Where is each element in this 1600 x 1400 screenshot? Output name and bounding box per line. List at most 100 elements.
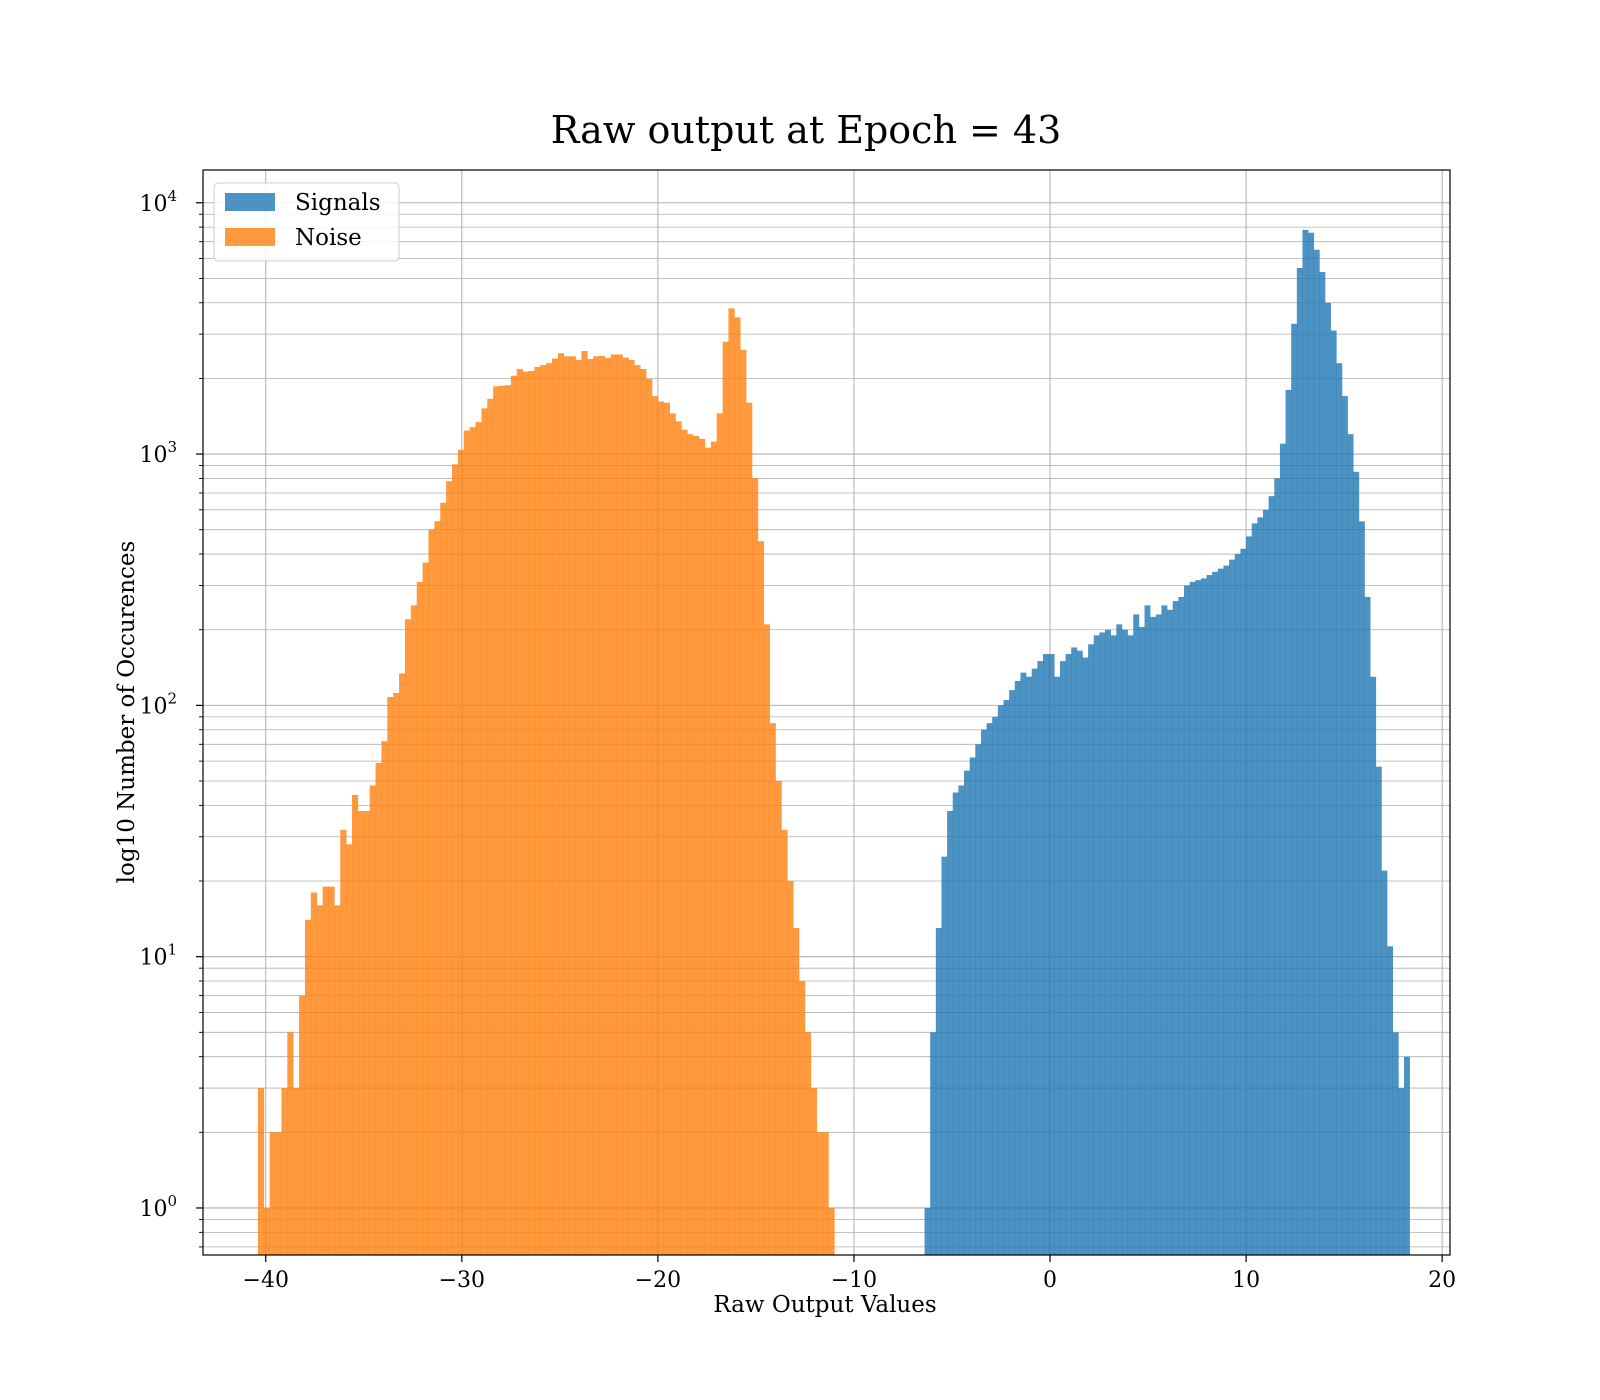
bar-noise — [540, 365, 547, 1255]
bar-signals — [947, 810, 954, 1255]
x-tick-label: −40 — [243, 1268, 289, 1293]
bar-signals — [930, 1032, 937, 1255]
bar-signals — [1020, 672, 1027, 1255]
bar-signals — [1133, 614, 1140, 1255]
bar-signals — [1172, 601, 1179, 1255]
bar-noise — [810, 1088, 817, 1255]
bar-noise — [510, 375, 518, 1256]
bar-signals — [1279, 443, 1286, 1255]
x-tick-label: −10 — [831, 1268, 877, 1293]
bar-signals — [980, 729, 987, 1255]
bar-noise — [828, 1207, 835, 1255]
bar-signals — [1048, 654, 1055, 1255]
bar-signals — [1364, 596, 1371, 1255]
bar-noise — [316, 905, 323, 1255]
bar-noise — [610, 354, 618, 1255]
bar-noise — [504, 385, 512, 1255]
bar-noise — [404, 619, 412, 1255]
bar-signals — [1155, 614, 1162, 1255]
bar-signals — [1370, 676, 1377, 1255]
bar-noise — [604, 358, 612, 1255]
y-tick-label: 100 — [139, 1192, 177, 1222]
legend-swatch-signals — [225, 193, 275, 211]
bar-signals — [1274, 478, 1281, 1255]
x-tick-label: 0 — [1043, 1268, 1057, 1293]
x-tick-label: −30 — [439, 1268, 485, 1293]
bar-signals — [1093, 635, 1100, 1255]
bar-noise — [734, 317, 741, 1255]
bar-noise — [357, 810, 365, 1255]
bar-noise — [746, 402, 753, 1256]
bar-signals — [1313, 249, 1320, 1255]
bar-noise — [440, 502, 447, 1255]
bar-noise — [299, 995, 306, 1255]
bar-noise — [375, 762, 382, 1255]
bar-signals — [1246, 536, 1253, 1255]
bar-signals — [1071, 647, 1078, 1255]
bar-signals — [1031, 668, 1038, 1255]
bar-noise — [369, 785, 376, 1255]
bar-noise — [446, 481, 453, 1256]
bar-signals — [1296, 268, 1303, 1255]
bar-signals — [1178, 596, 1185, 1255]
bar-noise — [528, 371, 535, 1255]
bars — [257, 229, 1410, 1256]
bar-noise — [410, 605, 418, 1255]
x-tick-label: −20 — [635, 1268, 681, 1293]
bar-noise — [628, 359, 635, 1255]
bar-noise — [634, 365, 641, 1255]
bar-signals — [1116, 624, 1123, 1255]
legend-label-signals: Signals — [295, 190, 381, 216]
bar-noise — [822, 1132, 829, 1255]
bar-noise — [740, 349, 747, 1256]
bar-signals — [1257, 517, 1264, 1255]
bar-noise — [340, 829, 347, 1255]
bar-noise — [575, 359, 582, 1255]
bar-noise — [352, 794, 359, 1255]
bar-signals — [935, 928, 942, 1255]
bar-noise — [281, 1088, 288, 1255]
bar-signals — [1212, 571, 1219, 1255]
bar-signals — [1285, 389, 1292, 1255]
bar-signals — [1189, 581, 1196, 1255]
y-tick-exponent: 4 — [167, 187, 177, 205]
bar-noise — [304, 919, 312, 1255]
bar-noise — [269, 1132, 276, 1255]
series-signals — [924, 229, 1410, 1256]
y-tick-label: 101 — [139, 941, 177, 971]
bar-noise — [757, 541, 765, 1255]
bar-signals — [1026, 676, 1033, 1255]
bar-signals — [992, 716, 999, 1255]
bar-signals — [1184, 585, 1190, 1255]
bar-signals — [1206, 575, 1213, 1255]
bar-signals — [1302, 229, 1309, 1255]
bar-signals — [1353, 471, 1360, 1256]
bar-noise — [775, 781, 782, 1255]
bar-signals — [1387, 946, 1394, 1255]
bar-noise — [799, 981, 806, 1255]
bar-signals — [1330, 330, 1337, 1255]
bar-noise — [393, 692, 400, 1255]
bar-noise — [669, 413, 676, 1256]
bar-signals — [1082, 657, 1089, 1255]
bar-signals — [1110, 635, 1117, 1255]
bar-signals — [1291, 323, 1298, 1255]
bar-signals — [1308, 232, 1315, 1255]
bar-signals — [1262, 509, 1269, 1255]
bar-noise — [763, 624, 770, 1255]
bar-signals — [1144, 605, 1151, 1255]
bar-noise — [622, 357, 629, 1255]
bar-noise — [546, 363, 553, 1256]
bar-signals — [941, 856, 948, 1255]
bar-signals — [1009, 690, 1016, 1255]
y-tick-label: 103 — [139, 438, 177, 468]
bar-signals — [1059, 661, 1066, 1255]
bar-noise — [522, 371, 529, 1255]
bar-signals — [952, 792, 959, 1255]
y-tick-exponent: 0 — [167, 1192, 177, 1210]
bar-noise — [640, 369, 647, 1256]
bar-noise — [346, 844, 353, 1255]
bar-signals — [1054, 676, 1061, 1255]
bar-noise — [693, 435, 700, 1255]
